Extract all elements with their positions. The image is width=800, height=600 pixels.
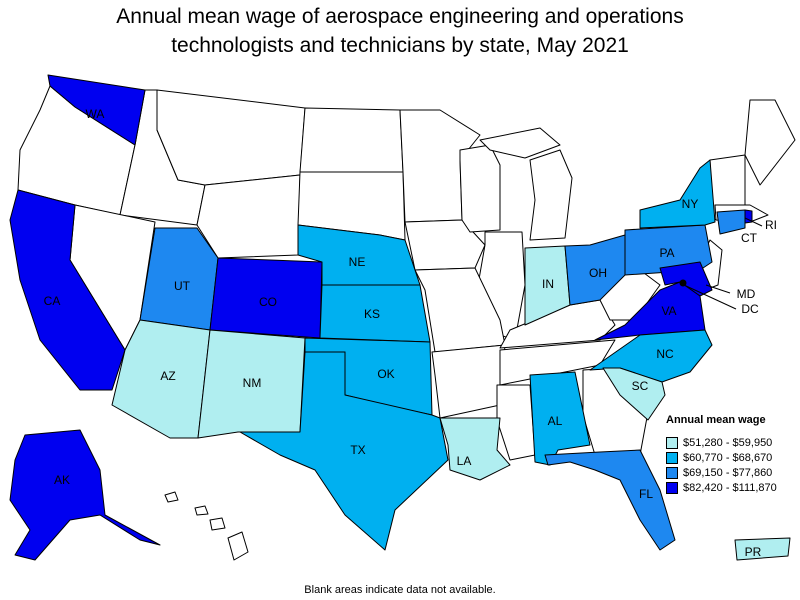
leader-md [705,284,731,294]
legend: Annual mean wage $51,280 - $59,950 $60,7… [666,414,800,495]
label-va: VA [661,304,676,318]
state-wy [196,174,301,259]
label-ok: OK [377,367,394,381]
state-nd [299,107,404,173]
state-ny [639,159,716,229]
label-oh: OH [589,266,607,280]
state-hi [164,491,249,561]
state-ia [404,219,486,271]
state-mi [479,127,573,241]
state-wa [47,74,146,146]
label-ne: NE [349,255,366,269]
state-ar [431,344,506,419]
legend-label: $60,770 - $68,670 [683,451,773,464]
label-ut: UT [174,279,191,293]
state-dc [679,279,687,287]
state-mt [156,89,306,186]
label-ak: AK [54,473,70,487]
label-ca: CA [44,294,61,308]
legend-swatch [666,481,678,494]
legend-swatch [666,451,678,464]
leader-lines [683,217,763,310]
map-title-line-1: Annual mean wage of aerospace engineerin… [116,5,684,28]
label-tx: TX [350,443,365,457]
legend-label: $69,150 - $77,860 [683,466,773,479]
legend-swatch [666,466,678,479]
legend-item: $60,770 - $68,670 [666,450,800,465]
legend-swatch [666,436,678,449]
state-ak [9,429,161,561]
label-ri: RI [765,218,777,232]
label-dc: DC [741,302,759,316]
label-wa: WA [86,107,105,121]
state-sc [602,367,666,421]
label-nm: NM [243,376,262,390]
state-tx [239,351,449,551]
label-pa: PA [659,246,674,260]
label-pr: PR [745,545,762,559]
label-al: AL [548,414,563,428]
label-ct: CT [741,231,758,245]
leader-ri [744,217,763,227]
label-co: CO [259,295,277,309]
state-la [439,417,511,481]
label-fl: FL [639,487,653,501]
map-title-line-2: technologists and technicians by state, … [171,34,629,57]
state-pr [734,537,791,561]
legend-title: Annual mean wage [666,414,766,426]
footnote: Blank areas indicate data not available. [304,584,496,596]
map-title: Annual mean wage of aerospace engineerin… [0,2,800,60]
legend-item: $51,280 - $59,950 [666,435,800,450]
label-az: AZ [160,369,175,383]
label-ny: NY [682,197,699,211]
label-la: LA [457,454,472,468]
legend-item: $82,420 - $111,870 [666,480,800,495]
state-ri [744,209,753,224]
legend-label: $51,280 - $59,950 [683,436,773,449]
label-nc: NC [656,347,674,361]
state-ca [9,189,126,391]
state-fl [544,449,676,551]
label-md: MD [737,287,756,301]
label-ks: KS [364,307,380,321]
state-al [529,371,591,466]
no-data-states [17,85,796,561]
leader-dc [683,284,737,310]
state-me [744,99,796,186]
label-in: IN [542,277,554,291]
legend-label: $82,420 - $111,870 [683,481,777,494]
state-ms [496,384,536,461]
state-ct [716,209,746,235]
state-wi [459,144,501,233]
label-sc: SC [632,379,649,393]
legend-item: $69,150 - $77,860 [666,465,800,480]
